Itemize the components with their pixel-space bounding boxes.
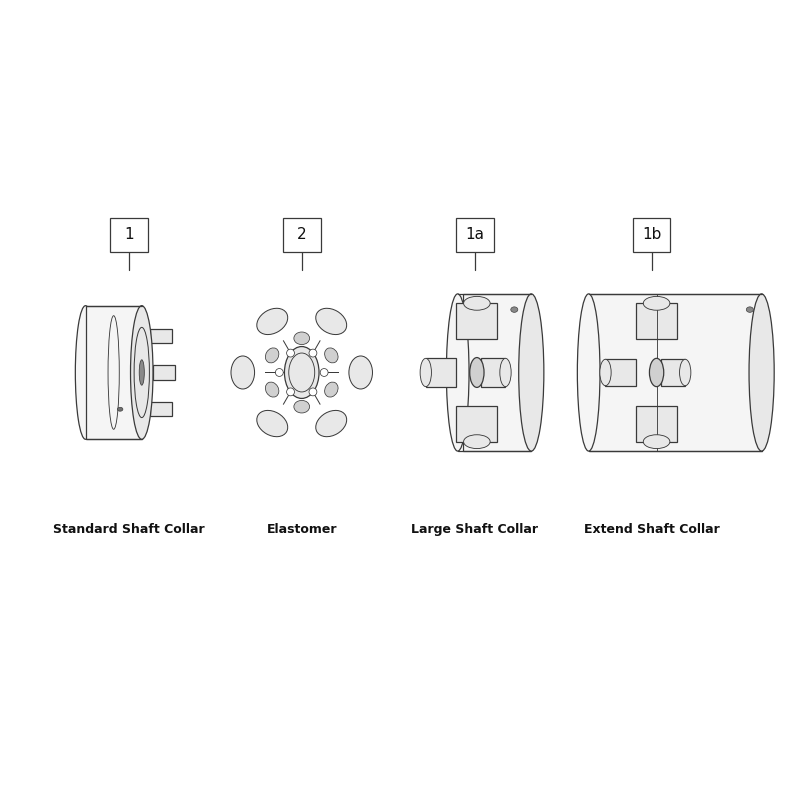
Ellipse shape xyxy=(650,358,664,386)
Ellipse shape xyxy=(325,382,338,397)
Ellipse shape xyxy=(316,410,346,437)
FancyBboxPatch shape xyxy=(456,218,494,252)
Ellipse shape xyxy=(679,359,691,386)
Ellipse shape xyxy=(316,308,346,334)
Text: 2: 2 xyxy=(297,227,306,242)
Ellipse shape xyxy=(518,294,544,451)
Ellipse shape xyxy=(309,388,317,396)
Ellipse shape xyxy=(510,307,518,312)
Text: 1a: 1a xyxy=(465,227,484,242)
Ellipse shape xyxy=(294,332,310,345)
Ellipse shape xyxy=(749,294,774,451)
Text: Elastomer: Elastomer xyxy=(266,523,337,536)
Ellipse shape xyxy=(286,388,294,396)
Ellipse shape xyxy=(643,296,670,310)
FancyBboxPatch shape xyxy=(633,218,670,252)
Ellipse shape xyxy=(257,308,288,334)
Ellipse shape xyxy=(309,349,317,357)
Ellipse shape xyxy=(463,296,490,310)
FancyBboxPatch shape xyxy=(283,218,321,252)
Ellipse shape xyxy=(446,294,469,451)
Ellipse shape xyxy=(746,307,754,312)
Ellipse shape xyxy=(285,346,319,398)
Polygon shape xyxy=(150,330,172,342)
Ellipse shape xyxy=(118,407,123,411)
Polygon shape xyxy=(463,294,531,451)
Ellipse shape xyxy=(231,356,254,389)
Polygon shape xyxy=(150,402,172,416)
Text: 1: 1 xyxy=(124,227,134,242)
Text: Standard Shaft Collar: Standard Shaft Collar xyxy=(53,523,205,536)
Ellipse shape xyxy=(600,359,611,386)
Ellipse shape xyxy=(275,369,283,377)
Polygon shape xyxy=(589,294,762,451)
Ellipse shape xyxy=(286,349,294,357)
Ellipse shape xyxy=(139,360,144,385)
Ellipse shape xyxy=(266,382,279,397)
Ellipse shape xyxy=(463,434,490,449)
Ellipse shape xyxy=(320,369,328,377)
Polygon shape xyxy=(457,303,498,339)
Ellipse shape xyxy=(349,356,373,389)
Polygon shape xyxy=(481,358,506,386)
Ellipse shape xyxy=(500,358,511,386)
Ellipse shape xyxy=(294,400,310,413)
Text: Extend Shaft Collar: Extend Shaft Collar xyxy=(584,523,719,536)
Ellipse shape xyxy=(470,358,484,387)
Ellipse shape xyxy=(257,410,288,437)
Ellipse shape xyxy=(578,294,600,451)
Polygon shape xyxy=(606,359,636,386)
FancyBboxPatch shape xyxy=(110,218,148,252)
Polygon shape xyxy=(457,406,498,442)
Polygon shape xyxy=(636,303,677,339)
Ellipse shape xyxy=(266,348,279,363)
Text: 1b: 1b xyxy=(642,227,662,242)
Polygon shape xyxy=(426,358,457,386)
Ellipse shape xyxy=(420,358,431,386)
Ellipse shape xyxy=(130,306,153,439)
Ellipse shape xyxy=(643,434,670,449)
Polygon shape xyxy=(661,359,686,386)
Polygon shape xyxy=(153,365,175,380)
Polygon shape xyxy=(86,306,142,439)
Ellipse shape xyxy=(325,348,338,363)
Text: Large Shaft Collar: Large Shaft Collar xyxy=(411,523,538,536)
Polygon shape xyxy=(636,406,677,442)
Ellipse shape xyxy=(75,306,96,439)
